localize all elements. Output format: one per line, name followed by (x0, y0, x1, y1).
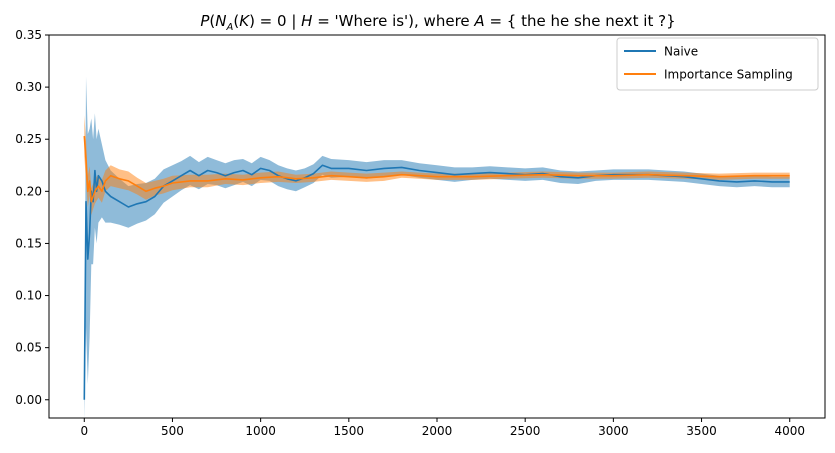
y-tick-label-0.35: 0.35 (15, 28, 42, 42)
y-tick-label-0.20: 0.20 (15, 184, 42, 198)
y-tick-label-0.10: 0.10 (15, 289, 42, 303)
plot-area (48, 34, 826, 421)
legend-label-importance-sampling: Importance Sampling (664, 68, 793, 82)
confidence-bands (84, 76, 790, 421)
series-lines (83, 136, 790, 400)
plot-frame (48, 34, 826, 419)
y-tick-label-0.15: 0.15 (15, 236, 42, 250)
x-tick-label-500: 500 (161, 424, 184, 438)
band-naive (84, 76, 790, 421)
x-tick-label-1000: 1000 (245, 424, 276, 438)
line-naive (83, 164, 790, 400)
x-tick-label-1500: 1500 (334, 424, 365, 438)
x-tick-label-2000: 2000 (422, 424, 453, 438)
chart-title: P(NA(K) = 0 | H = 'Where is'), where A =… (200, 12, 675, 33)
x-tick-label-4000: 4000 (774, 424, 805, 438)
y-tick-label-0.25: 0.25 (15, 132, 42, 146)
legend: Naive Importance Sampling (616, 37, 819, 91)
y-tick-label-0.30: 0.30 (15, 80, 42, 94)
x-tick-label-0: 0 (80, 424, 88, 438)
x-tick-label-3000: 3000 (598, 424, 629, 438)
legend-box (616, 37, 819, 91)
legend-label-naive: Naive (664, 45, 698, 59)
y-axis: 0.00 0.05 0.10 0.15 0.20 0.25 0.30 0.35 (15, 28, 49, 407)
x-tick-label-2500: 2500 (510, 424, 541, 438)
x-tick-label-3500: 3500 (686, 424, 717, 438)
line-importance-sampling (83, 136, 790, 203)
y-tick-label-0.05: 0.05 (15, 341, 42, 355)
y-tick-label-0.00: 0.00 (15, 393, 42, 407)
x-axis: 0 500 1000 1500 2000 2500 3000 3500 4000 (80, 418, 805, 438)
